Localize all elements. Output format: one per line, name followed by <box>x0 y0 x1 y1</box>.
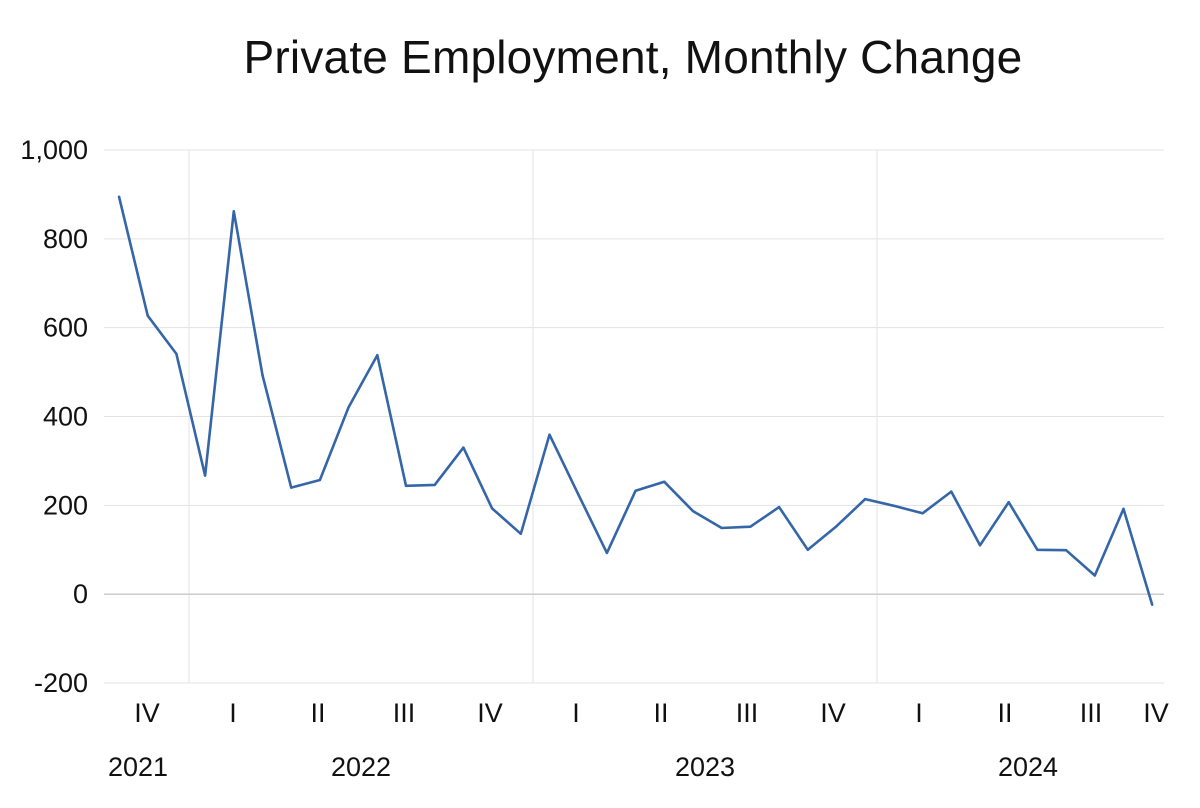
data-point <box>663 480 666 483</box>
quarter-label: II <box>310 698 325 728</box>
quarter-label: I <box>229 698 237 728</box>
quarter-label: III <box>736 698 759 728</box>
data-point <box>864 497 867 501</box>
data-point <box>232 210 235 213</box>
series-layer <box>117 195 1154 607</box>
quarter-label: II <box>997 698 1012 728</box>
data-point <box>462 446 465 449</box>
chart-title: Private Employment, Monthly Change <box>243 31 1023 83</box>
data-point <box>806 548 809 551</box>
series-line <box>117 196 1154 606</box>
data-point <box>203 474 207 477</box>
data-point <box>404 484 408 487</box>
quarter-label: III <box>393 698 416 728</box>
data-point <box>577 493 580 496</box>
data-point <box>376 354 379 357</box>
data-point <box>1036 548 1039 551</box>
year-label: 2024 <box>998 752 1058 782</box>
quarter-label: IV <box>1143 698 1169 728</box>
year-label: 2022 <box>331 752 391 782</box>
data-point <box>117 195 121 198</box>
quarter-label: IV <box>820 698 846 728</box>
data-point <box>433 483 436 487</box>
y-tick-label: -200 <box>34 668 88 698</box>
data-point <box>605 551 609 555</box>
quarter-label: IV <box>477 698 503 728</box>
data-point <box>777 505 781 509</box>
data-point <box>892 504 896 507</box>
y-tick-label: 400 <box>43 402 88 432</box>
quarter-label: I <box>915 698 923 728</box>
data-point <box>749 525 752 528</box>
y-tick-label: 800 <box>43 224 88 254</box>
data-point <box>720 526 723 530</box>
y-tick-label: 200 <box>43 490 88 520</box>
data-point <box>1122 507 1125 511</box>
year-label: 2021 <box>108 752 168 782</box>
data-point <box>318 478 322 482</box>
data-point <box>691 509 695 513</box>
data-point <box>921 512 924 515</box>
grid-layer <box>104 149 1164 684</box>
data-point <box>290 486 293 489</box>
y-tick-label: 600 <box>43 313 88 343</box>
quarter-label: I <box>572 698 580 728</box>
year-label: 2023 <box>675 752 735 782</box>
data-point <box>548 433 551 436</box>
data-point <box>261 373 264 377</box>
quarter-label: III <box>1080 698 1103 728</box>
data-point <box>634 489 637 492</box>
data-point <box>835 525 838 528</box>
data-point <box>1093 574 1097 577</box>
data-point <box>950 490 953 493</box>
data-point <box>1064 548 1068 552</box>
data-point <box>175 352 178 356</box>
data-point <box>1007 501 1010 504</box>
data-point <box>1151 603 1154 607</box>
data-point <box>519 532 522 535</box>
quarter-label: IV <box>134 698 160 728</box>
data-point <box>146 314 149 317</box>
y-tick-label: 0 <box>73 579 88 609</box>
quarter-label: II <box>653 698 668 728</box>
data-point <box>978 544 982 547</box>
data-point <box>490 507 494 510</box>
y-tick-label: 1,000 <box>20 135 88 165</box>
data-point <box>347 405 350 409</box>
